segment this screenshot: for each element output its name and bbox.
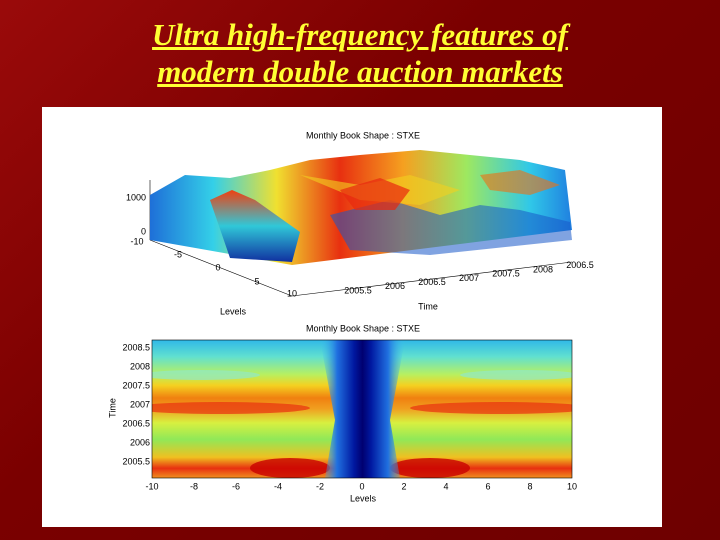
tick-label: 2006 (385, 281, 405, 291)
axis-label: Levels (350, 493, 377, 503)
tick-label: -5 (174, 249, 182, 259)
plot-title: Monthly Book Shape : STXE (306, 130, 420, 140)
axis-label: Time (107, 398, 117, 418)
tick-label: 2008.5 (122, 342, 150, 352)
tick-label: 1000 (126, 192, 146, 202)
tick-label: -8 (190, 481, 198, 491)
tick-label: -10 (130, 236, 143, 246)
tick-label: 2007 (130, 399, 150, 409)
plot-frame (151, 339, 573, 479)
tick-label: 2008 (533, 264, 553, 274)
tick-label: 2008 (130, 361, 150, 371)
slide-title-line: Ultra high-frequency features of (152, 17, 568, 52)
tick-label: 0 (215, 262, 220, 272)
tick-label: 2006.5 (566, 260, 594, 270)
tick-label: -6 (232, 481, 240, 491)
tick-label: 2007 (459, 273, 479, 283)
tick-label: -4 (274, 481, 282, 491)
plot-title: Monthly Book Shape : STXE (306, 323, 420, 333)
tick-label: 2006 (130, 437, 150, 447)
axis-label: Levels (220, 306, 247, 316)
tick-label: 2005.5 (344, 285, 372, 295)
tick-label: 10 (567, 481, 577, 491)
tick-label: 0 (141, 226, 146, 236)
tick-label: 2007.5 (492, 269, 520, 279)
tick-label: -2 (316, 481, 324, 491)
tick-label: 6 (485, 481, 490, 491)
tick-label: 8 (527, 481, 532, 491)
tick-label: 5 (254, 276, 259, 286)
tick-label: 4 (443, 481, 448, 491)
contour-plot (152, 340, 572, 478)
tick-label: -10 (145, 481, 158, 491)
slide-title-line: modern double auction markets (157, 54, 563, 89)
tick-label: 2006.5 (122, 418, 150, 428)
axis-label: Time (418, 301, 438, 311)
surface-plot (149, 150, 573, 297)
tick-label: 2006.5 (418, 277, 446, 287)
tick-label: 0 (359, 481, 364, 491)
tick-label: 2007.5 (122, 380, 150, 390)
tick-label: 2005.5 (122, 456, 150, 466)
tick-label: 2 (401, 481, 406, 491)
tick-label: 10 (287, 288, 297, 298)
